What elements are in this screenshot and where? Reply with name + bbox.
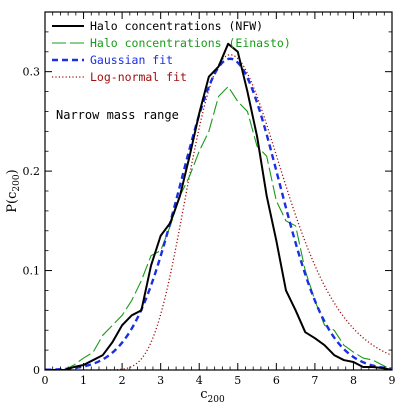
y-tick-label: 0: [33, 364, 40, 377]
x-tick-label: 7: [311, 374, 318, 387]
legend-label-log-normal-fit: Log-normal fit: [90, 70, 187, 84]
x-tick-label: 9: [389, 374, 396, 387]
ticks-layer: [44, 12, 393, 371]
series-line-gaussian-fit: [45, 57, 392, 370]
legend-label-gaussian-fit: Gaussian fit: [90, 53, 173, 67]
y-tick-label: 0.2: [23, 165, 41, 178]
x-tick-label: 1: [80, 374, 87, 387]
y-tick-label: 0.1: [23, 265, 41, 278]
x-axis-label: c200: [200, 387, 225, 405]
series-line-halo-concentrations-einasto: [45, 86, 392, 370]
x-tick-label: 0: [42, 374, 49, 387]
x-tick-label: 3: [157, 374, 164, 387]
x-tick-label: 6: [273, 374, 280, 387]
annotation-narrow-mass-range: Narrow mass range: [56, 108, 179, 122]
legend-label-halo-concentrations-einasto: Halo concentrations (Einasto): [90, 36, 291, 50]
series-layer: [45, 42, 392, 370]
series-line-log-normal-fit: [45, 54, 392, 370]
y-tick-label: 0.3: [23, 66, 41, 79]
legend: Halo concentrations (NFW) Halo concentrat…: [52, 19, 291, 84]
x-tick-label: 2: [119, 374, 126, 387]
labels-layer: 0 1 2 3 4 5 6 7 8 9 0 0.1 0.2 0.3 c200 P(c200): [5, 66, 396, 405]
legend-label-halo-concentrations-nfw: Halo concentrations (NFW): [90, 19, 263, 33]
y-axis-label: P(c200): [5, 169, 22, 212]
svg-text:P(c200): P(c200): [5, 169, 22, 212]
x-tick-label: 8: [350, 374, 357, 387]
x-tick-label: 5: [234, 374, 241, 387]
series-line-halo-concentrations-nfw: [45, 42, 392, 370]
x-tick-label: 4: [196, 374, 203, 387]
